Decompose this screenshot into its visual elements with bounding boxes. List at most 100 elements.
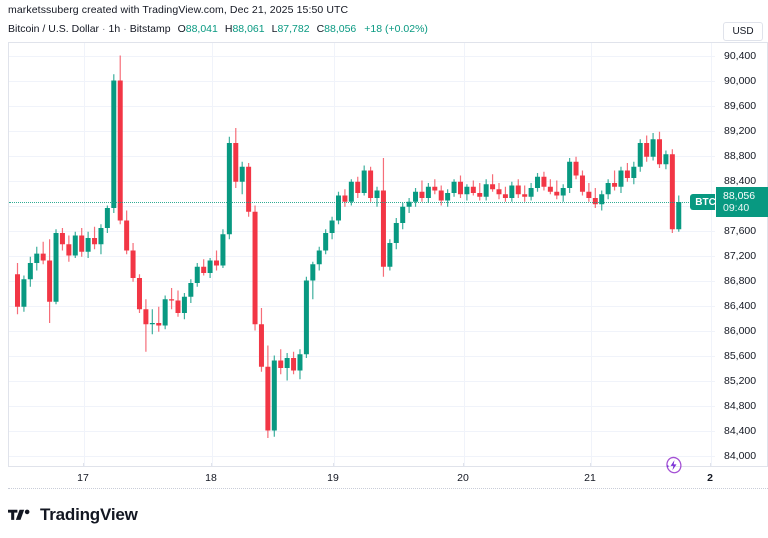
candle-body [393, 223, 399, 243]
candle-body [149, 323, 155, 325]
lightning-bolt-icon[interactable] [662, 455, 684, 477]
legend-high-value: 88,061 [232, 23, 265, 35]
candle-body [252, 211, 258, 325]
candle-body [233, 143, 239, 182]
candle-body [323, 233, 329, 251]
candle-body [400, 206, 406, 223]
time-tick-label: 20 [457, 472, 469, 484]
legend-open-value: 88,041 [185, 23, 218, 35]
price-tick-label: 88,400 [724, 174, 757, 187]
gridline-horizontal [9, 205, 715, 207]
candle-body [92, 238, 98, 245]
legend-close-value: 88,056 [324, 23, 357, 35]
gridline-horizontal [9, 330, 715, 332]
legend-exchange[interactable]: Bitstamp [129, 23, 171, 35]
candle-body [592, 198, 598, 205]
price-tick-label: 86,400 [724, 299, 757, 312]
attribution-text: marketssuberg created with TradingView.c… [8, 4, 349, 16]
candle-body [644, 143, 650, 157]
candle-body [284, 358, 290, 368]
candle-wick [479, 183, 481, 201]
candle-body [310, 264, 316, 281]
price-tick-label: 90,400 [724, 49, 757, 62]
candle-body [528, 188, 534, 197]
candle-body [348, 181, 354, 202]
candle-wick [491, 174, 494, 192]
candle-body [612, 183, 618, 187]
legend-symbol[interactable]: Bitcoin / U.S. Dollar [8, 23, 100, 35]
candle-wick [524, 185, 526, 202]
candle-body [599, 194, 605, 205]
price-tick-label: 90,000 [724, 74, 757, 87]
candle-body [53, 233, 59, 302]
candle-body [657, 139, 662, 165]
candle-wick [421, 180, 423, 202]
candle-body [342, 195, 348, 202]
candle-body [541, 176, 547, 187]
price-tick-label: 86,800 [724, 274, 757, 287]
candle-body [631, 166, 637, 178]
gridline-vertical [591, 43, 592, 466]
candle-body [303, 280, 309, 355]
legend-separator-2: · [123, 23, 127, 35]
candle-wick [151, 309, 153, 335]
candle-body [201, 266, 207, 273]
price-tick-label: 84,400 [724, 424, 757, 437]
legend-high: H88,061 [225, 23, 265, 35]
time-tick-mark [463, 463, 464, 467]
gridline-horizontal [9, 455, 715, 457]
candle-body [509, 185, 515, 198]
candle-body [66, 244, 72, 256]
candle-body [483, 184, 489, 197]
price-tick-label: 88,800 [724, 149, 757, 162]
candle-body [618, 170, 624, 187]
candle-body [271, 360, 277, 431]
candle-body [291, 358, 297, 371]
candle-body [586, 191, 592, 198]
time-tick-mark [211, 463, 212, 467]
gridline-horizontal [9, 355, 715, 357]
gridline-horizontal [9, 55, 715, 57]
candle-body [637, 143, 643, 167]
legend-high-key: H [224, 23, 233, 35]
candle-body [188, 283, 194, 297]
candle-wick [613, 170, 616, 191]
time-axis[interactable]: 17 18 19 20 21 2 [8, 463, 768, 489]
candle-body [336, 195, 341, 221]
legend-low-value: 87,782 [277, 23, 310, 35]
time-tick-label: 21 [584, 472, 596, 484]
currency-unit-label[interactable]: USD [723, 22, 763, 41]
price-axis[interactable]: USD 90,400 90,000 89,600 89,200 88,800 88,400… [715, 22, 768, 467]
price-tick-label: 89,200 [724, 124, 757, 137]
candle-wick [145, 299, 147, 352]
price-tick-label: 86,000 [724, 324, 757, 337]
candle-wick [158, 306, 160, 332]
candle-body [72, 235, 78, 256]
candle-body [470, 186, 476, 193]
candle-body [21, 279, 27, 307]
grid-layer [9, 43, 715, 466]
tradingview-wordmark: TradingView [40, 505, 138, 524]
candle-body [567, 161, 573, 188]
candle-body [34, 253, 40, 264]
candle-body [85, 238, 91, 252]
candle-body [573, 161, 579, 176]
price-tick-label: 85,600 [724, 349, 757, 362]
candle-body [445, 193, 451, 201]
candle-body [650, 139, 656, 157]
candle-body [130, 250, 136, 278]
candle-body [451, 181, 457, 193]
candle-body [406, 201, 412, 207]
candle-body [669, 154, 675, 230]
current-price-badge[interactable]: 88,056 09:40 [716, 187, 768, 217]
candle-body [374, 190, 380, 198]
candle-body [27, 263, 33, 280]
price-tick-label: 87,600 [724, 224, 757, 237]
candle-body [579, 175, 585, 192]
gridline-horizontal [9, 430, 715, 432]
legend-interval[interactable]: 1h [108, 23, 121, 35]
candle-body [47, 260, 53, 302]
candle-body [104, 208, 110, 228]
